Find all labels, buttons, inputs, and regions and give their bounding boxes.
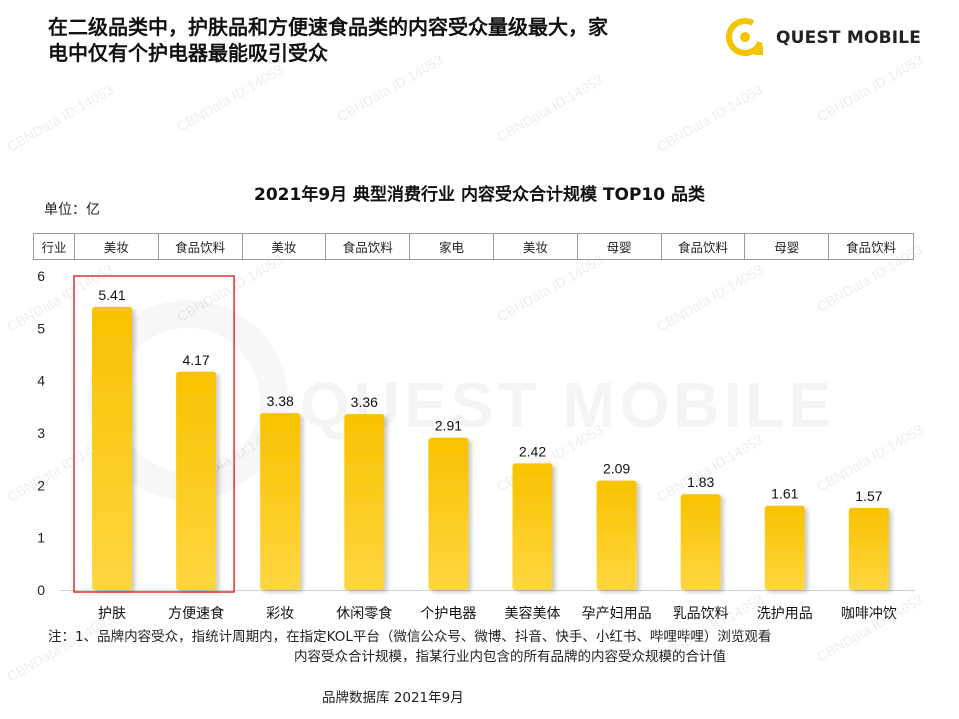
value-label: 4.17 (182, 352, 209, 368)
category-label: 护肤 (98, 606, 126, 622)
industry-cell: 母婴 (576, 234, 661, 259)
bar (344, 414, 385, 590)
industry-cell: 美妆 (73, 234, 158, 259)
value-label: 1.57 (855, 488, 882, 504)
watermark-text: CBNData ID:14053 (174, 61, 286, 135)
industry-cell: 食品饮料 (828, 234, 913, 259)
unit-label: 单位：亿 (44, 202, 100, 218)
industry-cell: 食品饮料 (325, 234, 409, 259)
value-label: 2.42 (519, 443, 546, 459)
category-label: 方便速食 (168, 605, 224, 622)
category-label: 个护电器 (420, 606, 476, 622)
category-label: 洗护用品 (757, 606, 813, 622)
headline-line-1: 在二级品类中，护肤品和方便速食品类的内容受众量级最大，家 (48, 15, 608, 39)
bar (176, 371, 217, 590)
bar (428, 437, 469, 590)
bar-chart: 0 1 2 3 4 5 6 5.41 护肤 4.17 方便速食 3.38 彩妆 3.36 休闲零食 2.91 个… (37, 268, 915, 622)
bar (596, 480, 637, 590)
y-tick-label: 1 (37, 530, 45, 546)
bar (848, 507, 889, 590)
footnote-line-2: 内容受众合计规模，指某行业内包含的所有品牌的内容受众规模的合计值 (294, 649, 726, 665)
industry-cell: 美妆 (492, 234, 577, 259)
watermark-text: CBNData ID:14053 (654, 81, 766, 155)
value-label: 3.38 (267, 393, 294, 409)
headline-line-2: 电中仅有个护电器最能吸引受众 (48, 41, 328, 65)
value-label: 5.41 (98, 287, 125, 303)
value-label: 2.09 (603, 461, 630, 477)
watermark-text: CBNData ID:14053 (4, 81, 116, 155)
logo-text: QUEST MOBILE (776, 28, 922, 48)
industry-cell: 家电 (409, 234, 493, 259)
bar (260, 413, 301, 590)
category-label: 乳品饮料 (673, 606, 729, 622)
y-tick-label: 3 (37, 425, 45, 441)
industry-cell: 食品饮料 (157, 234, 242, 259)
value-label: 2.91 (435, 418, 462, 434)
footnote: 注：1、品牌内容受众，指统计周期内，在指定KOL平台（微信公众号、微博、抖音、快… (48, 627, 928, 667)
bar (92, 306, 132, 590)
chart-title: 2021年9月 典型消费行业 内容受众合计规模 TOP10 品类 (254, 185, 705, 205)
bar (680, 494, 721, 590)
value-label: 1.83 (687, 474, 714, 490)
category-label: 休闲零食 (336, 605, 392, 622)
headline: 在二级品类中，护肤品和方便速食品类的内容受众量级最大，家 电中仅有个护电器最能吸… (48, 14, 718, 66)
value-label: 1.61 (771, 486, 798, 502)
watermark-text: CBNData ID:14053 (814, 51, 926, 125)
y-tick-label: 5 (37, 320, 45, 336)
value-label: 3.36 (351, 394, 378, 410)
bar (764, 505, 805, 590)
bar (512, 463, 553, 590)
industry-cell: 美妆 (241, 234, 326, 259)
questmobile-logo-icon (726, 18, 764, 56)
source-label: 品牌数据库 2021年9月 (322, 690, 464, 706)
y-tick-label: 0 (37, 582, 45, 598)
footnote-line-1: 注：1、品牌内容受众，指统计周期内，在指定KOL平台（微信公众号、微博、抖音、快… (48, 629, 772, 645)
industry-cell: 食品饮料 (660, 234, 745, 259)
industry-header: 行业 (41, 240, 67, 255)
y-tick-label: 2 (37, 477, 45, 493)
category-label: 咖啡冲饮 (841, 606, 897, 622)
industry-cell: 母婴 (744, 234, 828, 259)
industry-row: 行业 美妆 食品饮料 美妆 食品饮料 家电 美妆 母婴 食品饮料 母婴 食品饮料 (33, 233, 914, 260)
highlight-box (73, 275, 235, 593)
category-label: 孕产妇用品 (582, 605, 652, 622)
questmobile-logo: QUEST MOBILE (724, 16, 924, 60)
category-label: 彩妆 (266, 606, 294, 622)
watermark-text: CBNData ID:14053 (494, 71, 606, 145)
category-label: 美容美体 (505, 605, 561, 622)
y-tick-label: 6 (37, 268, 45, 284)
y-tick-label: 4 (37, 373, 45, 389)
